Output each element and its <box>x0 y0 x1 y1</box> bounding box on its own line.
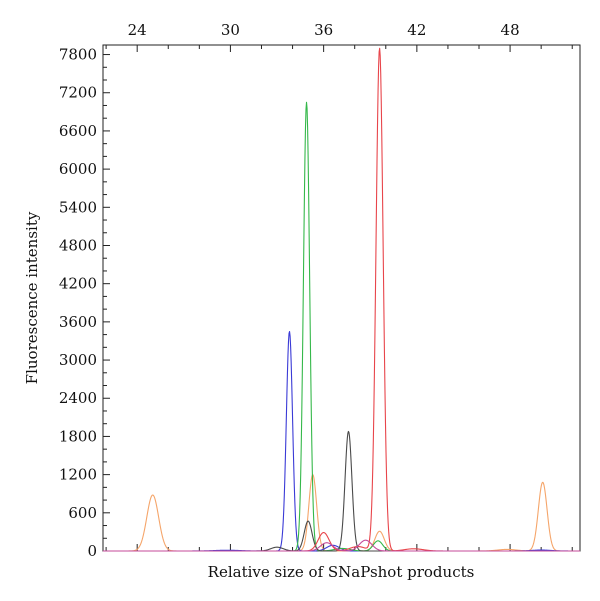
series-line-blue <box>102 331 581 552</box>
y-axis-title: Fluorescence intensity <box>23 211 41 384</box>
x-tick-label: 48 <box>501 21 520 39</box>
x-tick-label: 42 <box>407 21 426 39</box>
x-axis-title: Relative size of SNaPshot products <box>208 563 475 581</box>
y-tick-label: 4200 <box>59 275 97 293</box>
series-line-magenta <box>102 539 581 552</box>
x-tick-label: 24 <box>128 21 147 39</box>
tick-marks <box>103 45 573 552</box>
y-tick-label: 6600 <box>59 122 97 140</box>
y-tick-label: 1200 <box>59 466 97 484</box>
y-tick-label: 0 <box>87 542 97 560</box>
y-tick-label: 7200 <box>59 84 97 102</box>
series-line-green <box>102 101 581 552</box>
y-tick-label: 4800 <box>59 236 97 254</box>
series-line-red <box>102 47 581 552</box>
series-line-black <box>102 430 581 552</box>
y-tick-label: 5400 <box>59 198 97 216</box>
tick-labels: 0 600 1200 1800 2400 3000 3600 4200 4800 5400 6000… <box>59 21 520 560</box>
y-tick-label: 3600 <box>59 313 97 331</box>
y-tick-label: 6000 <box>59 160 97 178</box>
y-tick-label: 3000 <box>59 351 97 369</box>
y-tick-label: 600 <box>68 504 97 522</box>
x-tick-label: 36 <box>314 21 333 39</box>
y-tick-label: 7800 <box>59 46 97 64</box>
y-tick-label: 1800 <box>59 427 97 445</box>
plot-frame <box>102 44 581 552</box>
x-tick-label: 30 <box>221 21 240 39</box>
series-layer <box>102 47 581 552</box>
y-tick-label: 2400 <box>59 389 97 407</box>
